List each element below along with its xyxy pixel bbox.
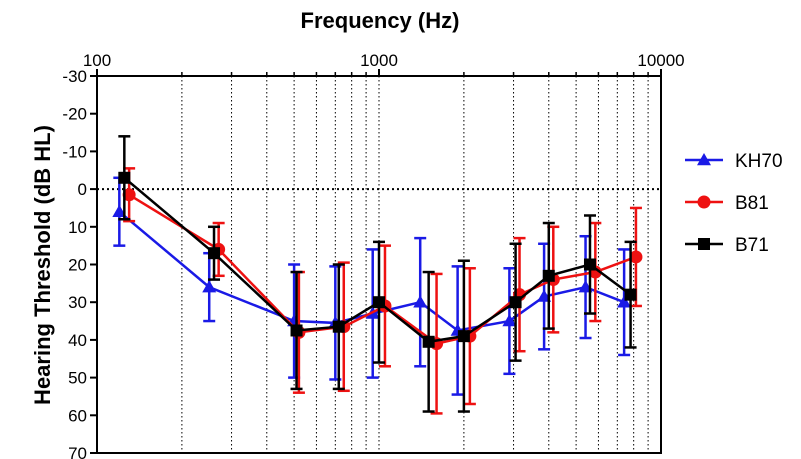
data-point [624, 288, 637, 301]
data-point [583, 258, 596, 271]
legend-label: KH70 [735, 151, 783, 172]
legend-item-kh70: KH70 [685, 151, 783, 172]
y-tick-label: 0 [78, 180, 87, 199]
x-tick-label: 100 [83, 51, 111, 70]
y-tick-label: -30 [62, 67, 87, 86]
series-b71 [118, 135, 637, 413]
data-point [290, 324, 303, 337]
legend-marker [698, 238, 710, 250]
series-layer [112, 135, 643, 415]
y-tick-label: 10 [68, 218, 87, 237]
y-tick-label: 60 [68, 406, 87, 425]
legend-item-b71: B71 [685, 235, 769, 256]
x-axis-title: Frequency (Hz) [301, 8, 460, 33]
data-point [332, 320, 345, 333]
data-point [122, 188, 136, 202]
data-point [202, 280, 217, 293]
y-tick-label: 70 [68, 444, 87, 459]
data-point [509, 296, 522, 309]
data-point [373, 296, 385, 309]
y-tick-label: 30 [68, 293, 87, 312]
data-point [617, 295, 632, 308]
data-point [422, 335, 435, 348]
legend-marker [697, 195, 711, 209]
y-axis-title: Hearing Threshold (dB HL) [30, 125, 55, 405]
legend-item-b81: B81 [685, 193, 769, 214]
axes: 100 1000 10000 -30 -20 -10 0 10 20 30 40 50 60 70 [62, 51, 684, 459]
y-tick-label: -10 [62, 142, 87, 161]
y-tick-label: 50 [68, 369, 87, 388]
data-point [542, 269, 555, 282]
legend-label: B71 [735, 235, 769, 256]
legend-marker [697, 153, 711, 166]
x-tick-label: 10000 [637, 51, 684, 70]
data-point [457, 330, 470, 343]
data-point [118, 171, 131, 184]
y-tick-label: -20 [62, 105, 87, 124]
y-tick-label: 40 [68, 331, 87, 350]
data-point [413, 295, 428, 308]
data-point [112, 204, 127, 217]
data-point [208, 247, 221, 260]
data-point [629, 250, 643, 264]
legend: KH70 B81 B71 [685, 151, 783, 256]
data-point [502, 314, 517, 327]
y-tick-label: 20 [68, 256, 87, 275]
x-tick-label: 1000 [360, 51, 398, 70]
legend-label: B81 [735, 193, 769, 214]
